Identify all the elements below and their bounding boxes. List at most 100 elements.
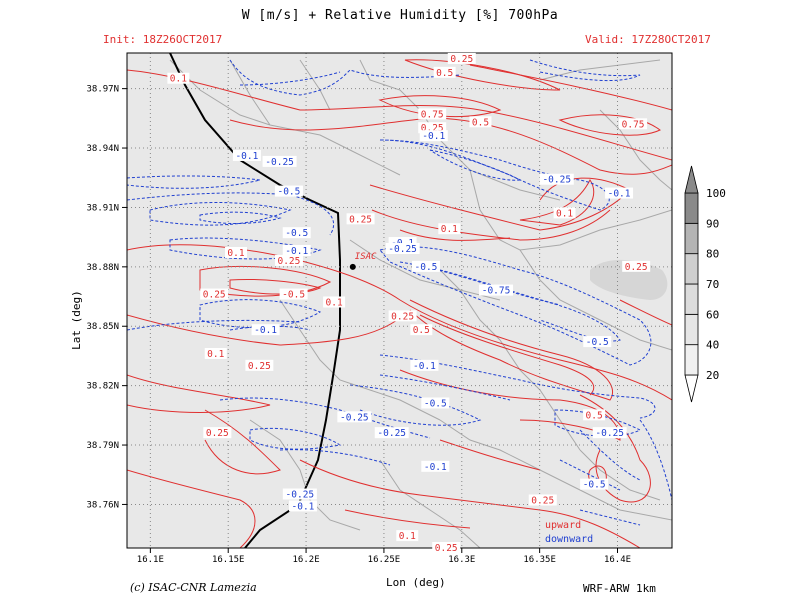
colorbar-segment — [684, 344, 699, 376]
contour-label: 0.25 — [349, 214, 372, 225]
x-tick-label: 16.4E — [604, 555, 631, 565]
contour-label-bg — [245, 359, 274, 371]
contour-label-bg — [605, 187, 634, 199]
y-tick-label: 38.91N — [86, 203, 119, 213]
contour-label-bg — [225, 246, 247, 258]
contour-label-bg — [337, 411, 372, 423]
contour-label-bg — [274, 254, 303, 266]
contour-label: 0.25 — [277, 256, 300, 267]
contour-label: -0.25 — [388, 244, 417, 255]
contour-label: -0.5 — [424, 398, 447, 409]
credit: (c) ISAC-CNR Lamezia — [130, 581, 257, 594]
contour-label-bg — [592, 427, 627, 439]
contour-labels: 0.250.50.10.750.5 0.750.25-0.1-0.1-0.25-0… — [167, 52, 651, 554]
contour-label: 0.25 — [531, 495, 554, 506]
colorbar-label: 60 — [706, 308, 719, 321]
contour-label: 0.1 — [207, 349, 224, 360]
contour-label: -0.1 — [422, 131, 445, 142]
contour-label: 0.25 — [203, 290, 226, 301]
downward-contours — [127, 59, 672, 526]
colorbar-segment — [684, 253, 699, 285]
chart-title: W [m/s] + Relative Humidity [%] 700hPa — [241, 8, 559, 23]
contour-label-bg — [200, 288, 229, 300]
x-ticks: 16.1E 16.15E 16.2E 16.25E 16.3E 16.35E 16.4E — [137, 548, 631, 565]
contour-label: -0.25 — [286, 490, 315, 501]
contour-label-bg — [583, 336, 612, 348]
y-tick-label: 38.97N — [86, 85, 119, 95]
contour-label-bg — [282, 488, 317, 500]
contour-label-bg — [432, 542, 461, 553]
init-time: Init: 18Z26OCT2017 — [103, 33, 223, 46]
y-tick-label: 38.76N — [86, 500, 119, 510]
contour-label-bg — [418, 108, 447, 120]
contour-label: -0.25 — [340, 412, 369, 423]
y-tick-label: 38.88N — [86, 263, 119, 273]
contour-label-bg — [410, 324, 433, 336]
contour-label: -0.1 — [424, 462, 447, 473]
contour-label: 0.25 — [206, 428, 229, 439]
contour-label-bg — [282, 245, 311, 256]
contour-label-bg — [421, 397, 450, 409]
contour-label-bg — [418, 122, 447, 134]
x-tick-label: 16.15E — [212, 555, 245, 565]
y-ticks: 38.76N 38.79N 38.82N 38.85N 38.88N 38.91N 38.9… — [86, 85, 127, 510]
contour-label-bg — [479, 284, 514, 296]
colorbar-arrow-low — [684, 374, 699, 403]
contour-label: -0.1 — [608, 189, 631, 200]
contour-label-bg — [323, 296, 346, 308]
contour-label-bg — [553, 207, 576, 219]
contour-label-bg — [447, 52, 476, 64]
contour-label-bg — [433, 66, 456, 78]
colorbar-segment — [684, 283, 699, 315]
contour-label-bg — [282, 227, 311, 239]
contour-label: 0.25 — [421, 123, 444, 134]
contour-label-bg — [385, 243, 420, 255]
y-tick-label: 38.85N — [86, 322, 119, 332]
x-axis-label: Lon (deg) — [386, 576, 446, 589]
contour-label: -0.25 — [377, 428, 406, 439]
contour-label: -0.1 — [254, 325, 277, 336]
legend-downward: downward — [545, 534, 593, 545]
colorbar-label: 20 — [706, 369, 719, 382]
model-name: WRF-ARW 1km — [583, 582, 656, 595]
contour-label-bg — [251, 324, 280, 336]
contour-label-bg — [419, 130, 448, 142]
colorbar-label: 40 — [706, 339, 719, 352]
colorbar-label: 90 — [706, 217, 719, 230]
contour-label-bg — [388, 237, 417, 249]
contour-label: 0.1 — [556, 208, 573, 219]
contour-label-bg — [274, 185, 303, 197]
contour-label-bg — [374, 427, 409, 439]
contour-label: -0.1 — [285, 246, 308, 257]
contour-label: -0.5 — [415, 262, 438, 273]
contour-label: 0.1 — [326, 297, 343, 308]
y-tick-label: 38.79N — [86, 441, 119, 451]
contour-label: -0.1 — [413, 361, 436, 372]
contour-label-bg — [411, 260, 440, 272]
valid-time: Valid: 17Z28OCT2017 — [585, 33, 711, 46]
colorbar-label: 80 — [706, 248, 719, 261]
colorbar-label: 100 — [706, 187, 726, 200]
contour-label: 0.25 — [391, 311, 414, 322]
contour-label-bg — [388, 310, 417, 322]
contour-label: 0.5 — [586, 410, 603, 421]
contour-label: 0.5 — [472, 117, 489, 128]
contour-label: -0.5 — [277, 187, 300, 198]
x-tick-label: 16.1E — [137, 555, 164, 565]
contour-label: 0.75 — [421, 109, 444, 120]
contour-label-bg — [619, 118, 648, 130]
contour-label: 0.75 — [622, 119, 645, 130]
contour-label: 0.1 — [399, 531, 416, 542]
contour-label-bg — [580, 478, 609, 490]
contour-label: 0.5 — [436, 68, 453, 79]
contour-label: 0.25 — [450, 54, 473, 65]
contour-label: 0.1 — [170, 74, 187, 85]
contour-label: 0.1 — [441, 224, 458, 235]
contour-label-bg — [583, 409, 606, 421]
station-label: ISAC — [355, 252, 377, 262]
colorbar-segment — [684, 192, 699, 224]
contour-label: 0.5 — [413, 325, 430, 336]
contour-label-bg — [232, 149, 261, 161]
contour-label-bg — [279, 288, 308, 300]
